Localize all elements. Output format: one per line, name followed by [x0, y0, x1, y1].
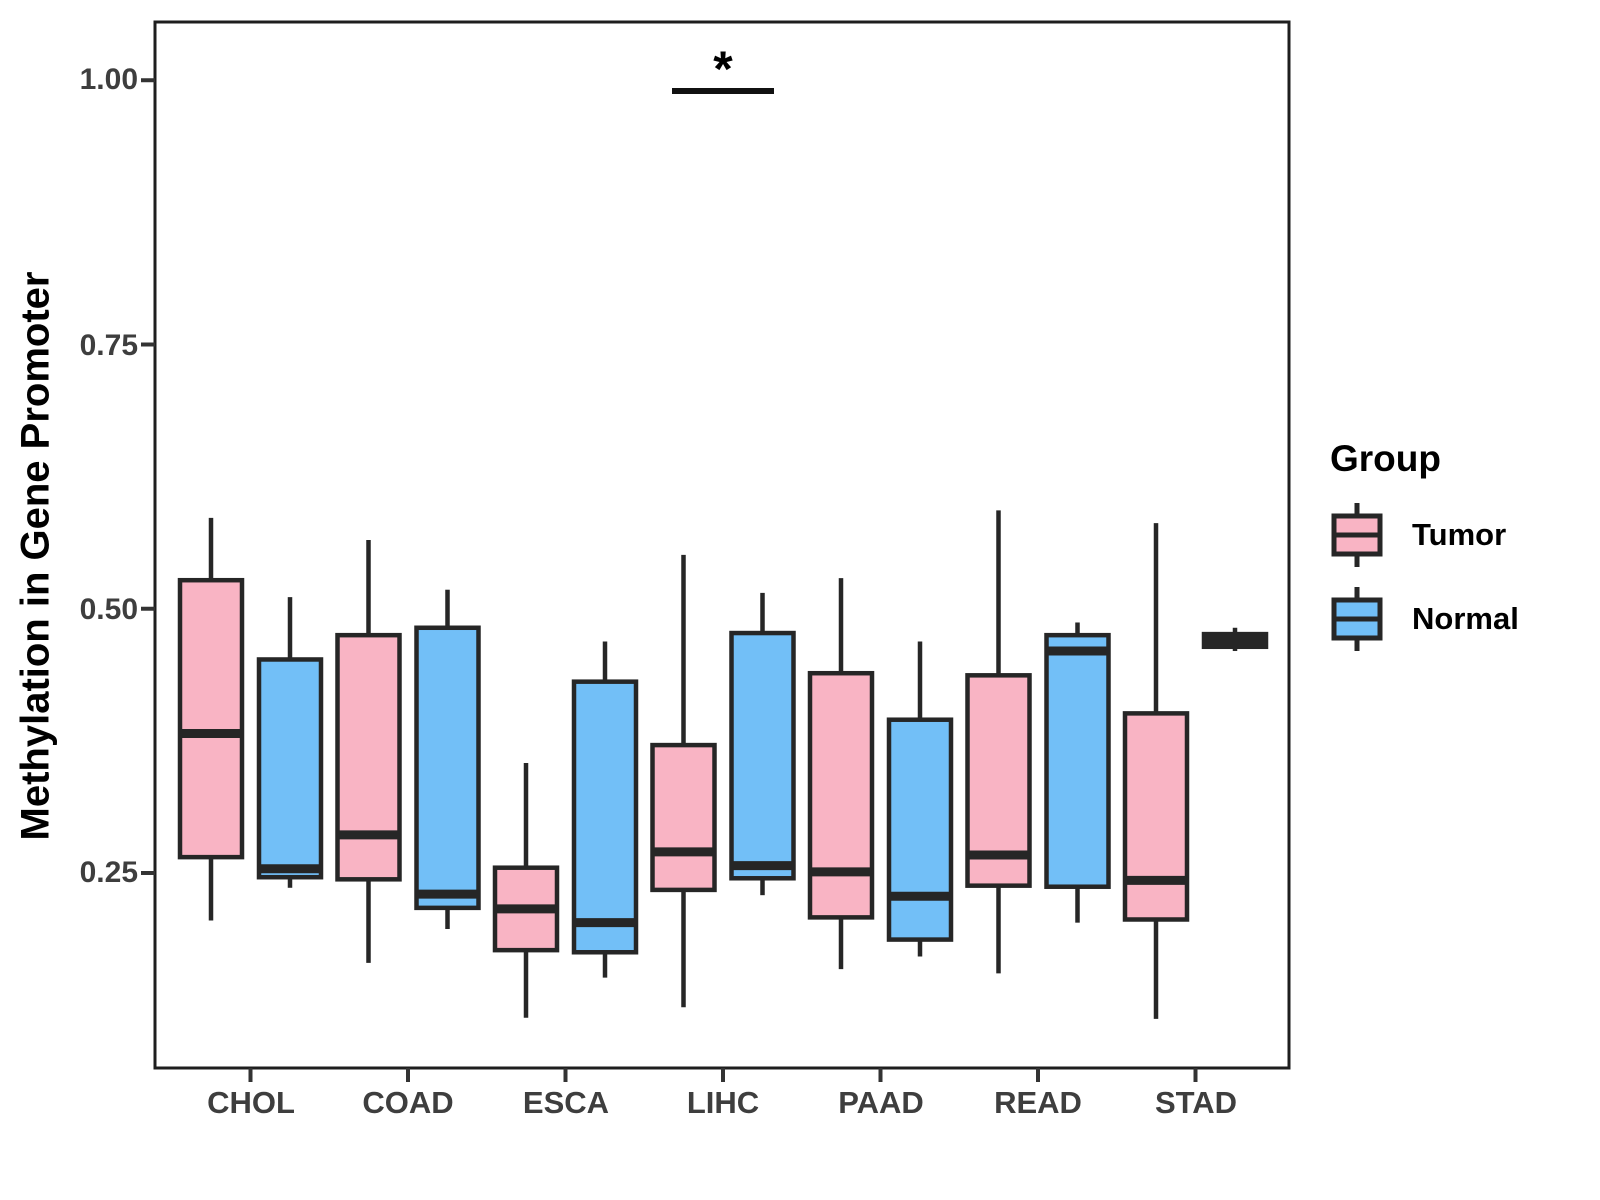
significance-bracket-line	[672, 88, 774, 94]
box-stad-tumor	[1122, 711, 1190, 922]
box-coad-normal	[414, 625, 481, 911]
legend-title: Group	[1330, 438, 1441, 479]
box-chol-normal	[256, 657, 324, 880]
y-axis-title: Methylation in Gene Promoter	[13, 271, 58, 841]
panel-border	[153, 20, 1291, 1070]
box-read-normal	[1044, 632, 1111, 889]
x-tick-label-paad: PAAD	[838, 1085, 924, 1120]
legend-key-tumor-boxplot-icon	[1331, 503, 1383, 567]
box-chol-tumor	[177, 577, 245, 860]
legend-label-tumor: Tumor	[1412, 517, 1507, 552]
x-tick-label-chol: CHOL	[207, 1085, 295, 1120]
box-paad-normal	[886, 717, 954, 942]
x-tick-label-read: READ	[994, 1085, 1082, 1120]
box-coad-tumor	[335, 632, 402, 882]
x-tick-label-stad: STAD	[1154, 1085, 1238, 1120]
y-tick-label-0.50: 0.50	[79, 593, 138, 626]
box-paad-tumor	[807, 670, 875, 920]
x-tick-label-esca: ESCA	[522, 1085, 610, 1120]
box-esca-normal	[571, 679, 639, 955]
y-tick-label-0.75: 0.75	[79, 329, 138, 362]
legend-entry-tumor: Tumor	[1330, 500, 1590, 570]
legend-key-normal-boxplot-icon	[1331, 587, 1383, 651]
y-tick-label-0.25: 0.25	[79, 856, 138, 889]
box-lihc-normal	[729, 630, 796, 881]
legend: Group Tumor Normal	[1330, 438, 1590, 668]
legend-label-normal: Normal	[1412, 601, 1519, 636]
significance-asterisk: *	[713, 41, 733, 97]
x-tick-label-coad: COAD	[362, 1085, 454, 1120]
box-lihc-tumor	[650, 742, 717, 893]
y-tick-label-1.00: 1.00	[79, 63, 138, 96]
x-tick-label-lihc: LIHC	[686, 1085, 760, 1120]
legend-entry-normal: Normal	[1330, 584, 1590, 654]
